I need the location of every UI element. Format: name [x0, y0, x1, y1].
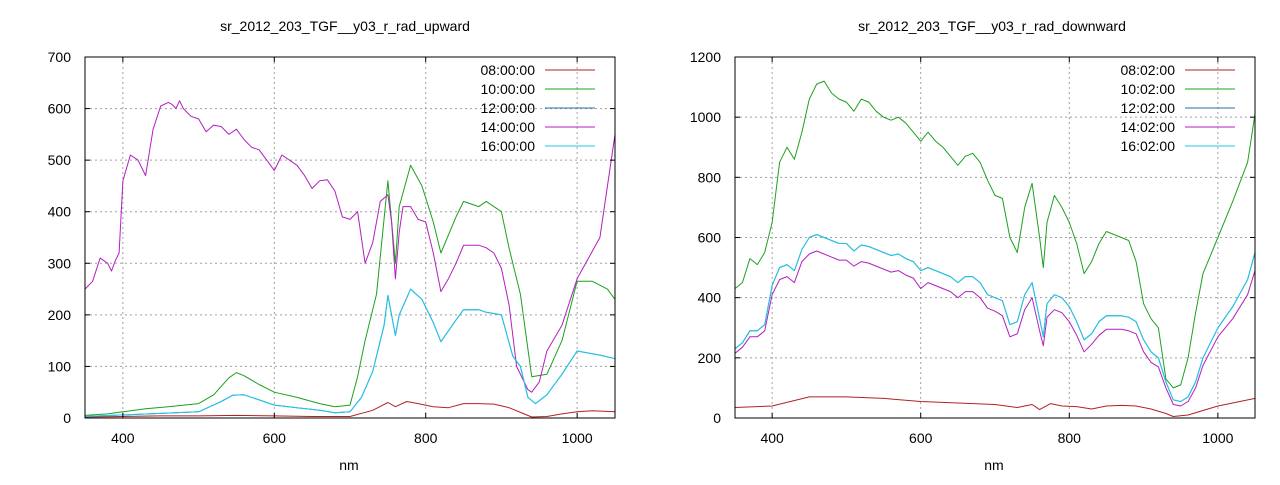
x-tick-label: 800 — [1058, 430, 1082, 446]
y-tick-label: 800 — [698, 169, 722, 185]
legend-label: 10:02:00 — [1121, 81, 1176, 97]
series-line-140000 — [84, 100, 616, 393]
legend-label: 12:00:00 — [481, 100, 536, 116]
series-line-100200 — [734, 80, 1256, 389]
y-tick-label: 500 — [48, 152, 72, 168]
y-tick-label: 600 — [698, 230, 722, 246]
chart-title: sr_2012_203_TGF__y03_r_rad_upward — [220, 18, 470, 34]
series-line-080200 — [734, 396, 1256, 417]
y-tick-label: 1200 — [690, 49, 721, 65]
x-tick-label: 600 — [263, 430, 287, 446]
x-tick-label: 600 — [909, 430, 933, 446]
y-tick-label: 0 — [63, 410, 71, 426]
series-line-120200 — [734, 234, 1256, 402]
y-tick-label: 200 — [698, 350, 722, 366]
x-axis-label: nm — [339, 457, 358, 473]
y-tick-label: 400 — [698, 290, 722, 306]
y-tick-label: 100 — [48, 358, 72, 374]
legend-label: 10:00:00 — [481, 81, 536, 97]
series-line-140200 — [734, 250, 1256, 407]
legend-label: 14:02:00 — [1121, 119, 1176, 135]
legend-label: 16:00:00 — [481, 138, 536, 154]
x-axis-label: nm — [984, 457, 1003, 473]
legend-label: 12:02:00 — [1121, 100, 1176, 116]
legend-label: 14:00:00 — [481, 119, 536, 135]
y-tick-label: 400 — [48, 204, 72, 220]
x-tick-label: 400 — [760, 430, 784, 446]
y-tick-label: 200 — [48, 307, 72, 323]
legend-label: 16:02:00 — [1121, 138, 1176, 154]
legend-label: 08:02:00 — [1121, 62, 1176, 78]
y-tick-label: 300 — [48, 255, 72, 271]
y-tick-label: 700 — [48, 49, 72, 65]
series-line-080000 — [84, 401, 616, 418]
plot-frame — [84, 56, 616, 419]
y-tick-label: 600 — [48, 101, 72, 117]
chart-title: sr_2012_203_TGF__y03_r_rad_downward — [858, 18, 1126, 34]
x-tick-label: 1000 — [562, 430, 593, 446]
legend-label: 08:00:00 — [481, 62, 536, 78]
series-line-100000 — [84, 164, 616, 416]
chart-panel-1: 400 600 800 1000 0 100 200 300 400 500 600 700 sr_20… — [48, 18, 616, 473]
series-line-160200 — [734, 234, 1256, 402]
x-tick-label: 800 — [414, 430, 438, 446]
x-tick-label: 400 — [111, 430, 135, 446]
x-tick-label: 1000 — [1202, 430, 1233, 446]
y-tick-label: 1000 — [690, 109, 721, 125]
series-line-160000 — [84, 288, 616, 417]
chart-panel-2: 400 600 800 1000 0 200 400 600 800 1000 1200 sr_201… — [690, 18, 1256, 473]
y-tick-label: 0 — [713, 410, 721, 426]
series-line-120000 — [84, 288, 616, 417]
